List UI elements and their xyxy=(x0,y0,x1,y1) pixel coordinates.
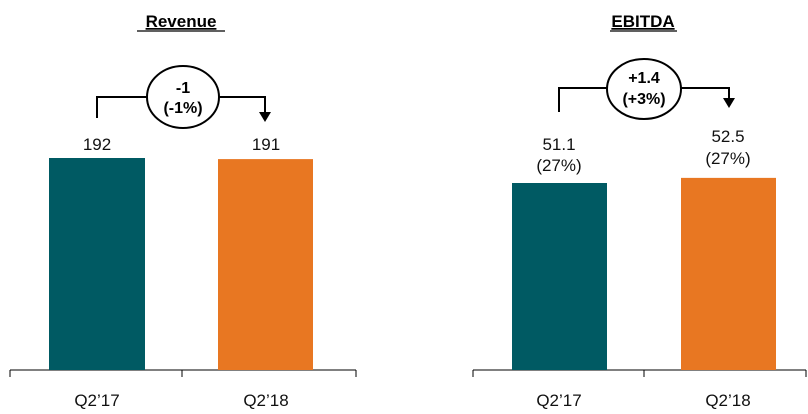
ebitda-bar-q218 xyxy=(681,177,776,370)
ebitda-delta-arrowhead xyxy=(723,98,735,108)
ebitda-chart: EBITDA 51.1 (27%) 52.5 (27%) Q2’17 Q2’18… xyxy=(472,12,807,410)
revenue-delta-arrowhead xyxy=(259,112,271,122)
ebitda-value-label-q217: 51.1 xyxy=(542,135,575,154)
ebitda-tick-q218: Q2’18 xyxy=(705,391,750,410)
revenue-title: Revenue xyxy=(146,12,217,31)
revenue-chart: Revenue 192 191 Q2’17 Q2’18 -1 (-1%) xyxy=(9,12,357,410)
ebitda-value-label-q218: 52.5 xyxy=(711,127,744,146)
ebitda-tick-q217: Q2’17 xyxy=(536,391,581,410)
revenue-bar-q218 xyxy=(218,159,313,370)
revenue-tick-q217: Q2’17 xyxy=(74,391,119,410)
ebitda-title: EBITDA xyxy=(611,12,674,31)
revenue-delta-abs: -1 xyxy=(176,80,190,97)
revenue-value-label-q217: 192 xyxy=(83,135,111,154)
revenue-bar-q217 xyxy=(49,158,145,370)
revenue-tick-q218: Q2’18 xyxy=(243,391,288,410)
ebitda-delta-bubble xyxy=(606,58,682,120)
ebitda-margin-label-q218: (27%) xyxy=(705,149,750,168)
ebitda-delta-pct: (+3%) xyxy=(622,91,665,108)
revenue-value-label-q218: 191 xyxy=(252,135,280,154)
ebitda-bar-q217 xyxy=(512,183,607,370)
revenue-delta-pct: (-1%) xyxy=(163,100,202,117)
ebitda-delta-abs: +1.4 xyxy=(628,70,660,87)
ebitda-margin-label-q217: (27%) xyxy=(536,156,581,175)
revenue-delta-bubble xyxy=(146,65,220,129)
